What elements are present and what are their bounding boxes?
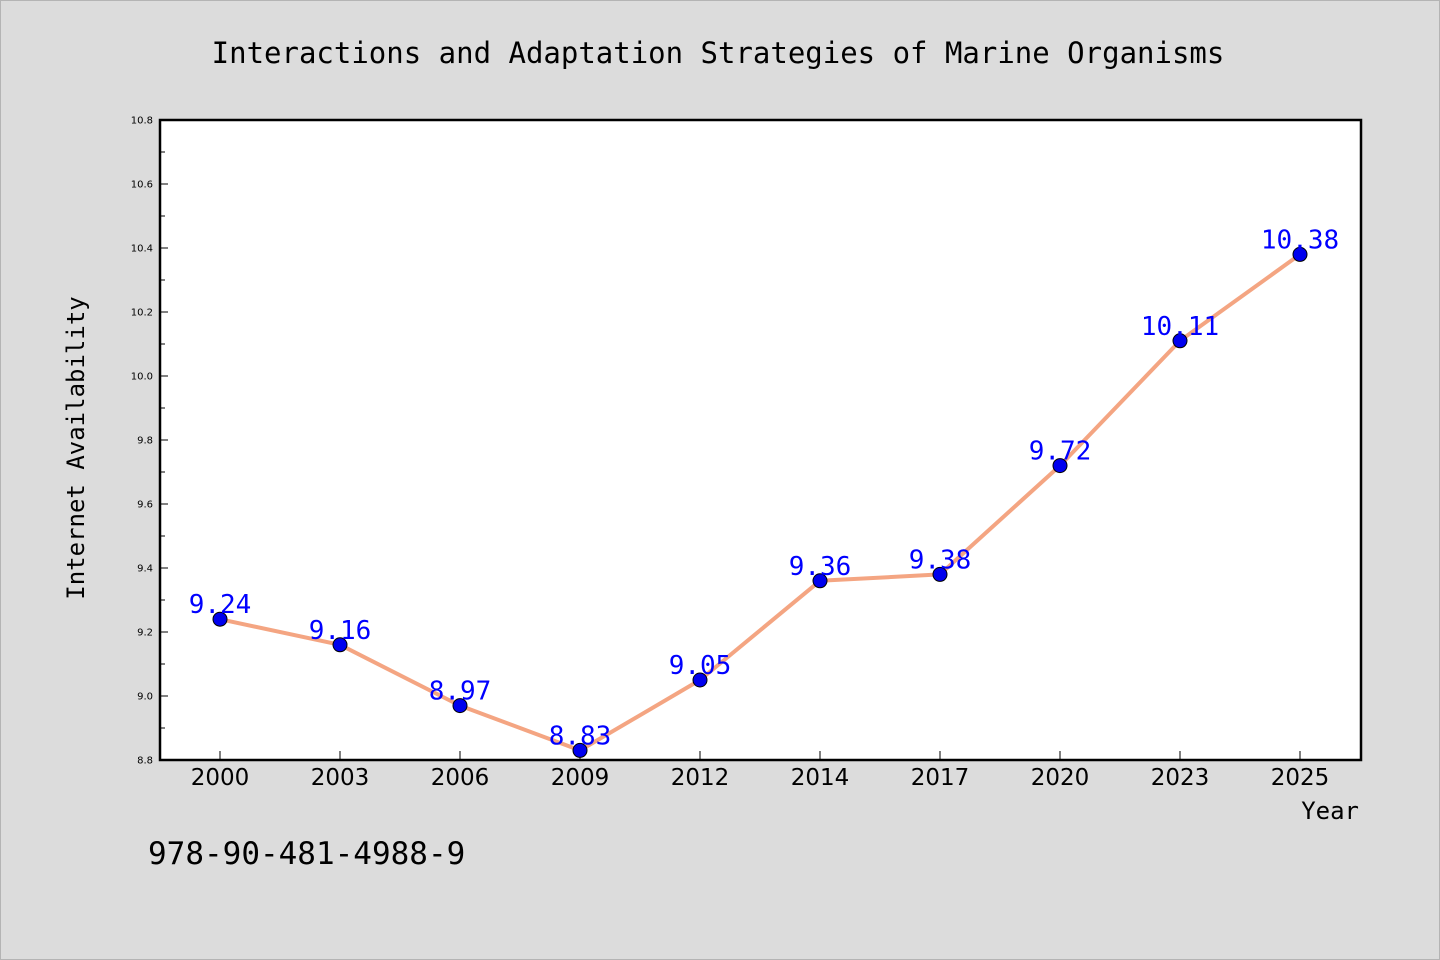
data-label: 9.36 <box>789 552 852 582</box>
data-label: 9.05 <box>669 651 732 681</box>
y-tick-label: 10.8 <box>131 116 153 127</box>
data-point[interactable] <box>1172 333 1188 349</box>
x-tick-label: 2020 <box>1031 765 1090 791</box>
plot-area <box>160 120 1361 760</box>
data-point[interactable] <box>452 698 468 714</box>
data-label: 10.38 <box>1261 225 1339 255</box>
x-tick-label: 2009 <box>551 765 610 791</box>
x-tick-label: 2000 <box>191 765 250 791</box>
y-tick-label: 9.6 <box>137 500 153 511</box>
data-point[interactable] <box>572 742 588 758</box>
data-point[interactable] <box>812 573 828 589</box>
data-label: 9.24 <box>189 590 252 620</box>
x-tick-label: 2012 <box>671 765 730 791</box>
data-labels: 9.24 9.16 8.97 8.83 9.05 9.36 9.38 9.72 10.11 10.… <box>189 225 1339 751</box>
y-tick-label: 9.8 <box>137 436 153 447</box>
x-tick-label: 2014 <box>791 765 850 791</box>
x-axis-label: Year <box>1301 797 1359 825</box>
y-tick-label: 9.2 <box>137 628 153 639</box>
isbn-annotation: 978-90-481-4988-9 <box>148 836 465 872</box>
y-tick-label: 9.0 <box>137 692 153 703</box>
y-tick-label: 8.8 <box>137 756 153 767</box>
data-point[interactable] <box>212 611 228 627</box>
y-axis: 8.8 9.0 9.2 9.4 9.6 9.8 10.0 10.2 10.4 10.6 10.8 <box>131 116 168 767</box>
data-label: 9.16 <box>309 616 372 646</box>
y-tick-label: 10.6 <box>131 180 153 191</box>
data-point[interactable] <box>692 672 708 688</box>
series-line <box>219 252 1302 753</box>
x-axis: 2000 2003 2006 2009 2012 2014 2017 2020 2023 2025 <box>191 751 1330 791</box>
data-point[interactable] <box>1292 246 1308 262</box>
y-tick-label: 10.2 <box>131 308 153 319</box>
series-layer <box>212 246 1308 758</box>
plot-border <box>158 118 1363 762</box>
y-axis-label: Internet Availability <box>62 296 90 599</box>
x-tick-label: 2017 <box>911 765 970 791</box>
x-tick-label: 2006 <box>431 765 490 791</box>
x-tick-label: 2003 <box>311 765 370 791</box>
y-tick-label: 10.4 <box>131 244 153 255</box>
data-point[interactable] <box>932 566 948 582</box>
data-point[interactable] <box>332 637 348 653</box>
data-label: 9.38 <box>909 545 972 575</box>
data-label: 9.72 <box>1029 437 1092 467</box>
data-label: 10.11 <box>1141 312 1219 342</box>
y-tick-label: 9.4 <box>137 564 153 575</box>
data-label: 8.83 <box>549 721 612 751</box>
x-tick-label: 2025 <box>1271 765 1330 791</box>
data-label: 8.97 <box>429 677 492 707</box>
chart-title: Interactions and Adaptation Strategies o… <box>212 36 1225 70</box>
y-tick-label: 10.0 <box>131 372 153 383</box>
data-point[interactable] <box>1052 458 1068 474</box>
x-tick-label: 2023 <box>1151 765 1210 791</box>
